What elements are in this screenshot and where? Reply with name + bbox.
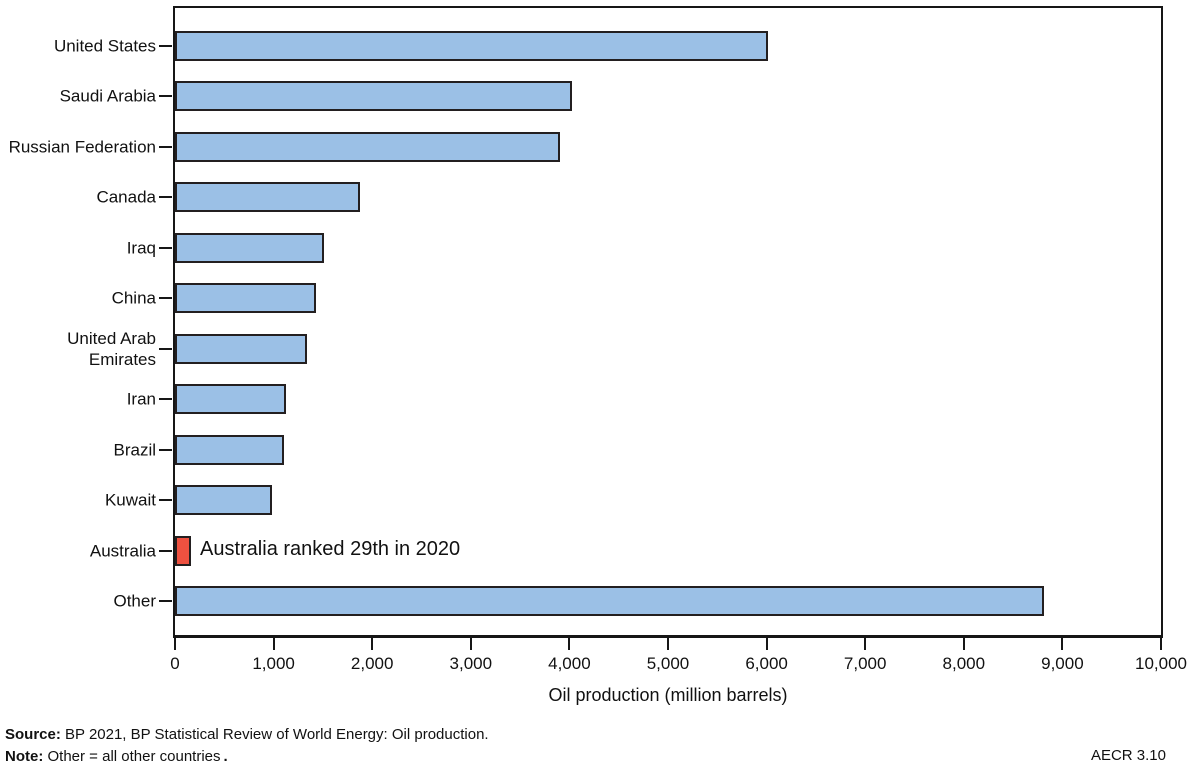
bar-iraq	[175, 232, 324, 263]
bar-china	[175, 283, 316, 314]
x-tick-label: 10,000	[1135, 654, 1187, 673]
x-tick-label: 2,000	[350, 654, 394, 673]
y-label-brazil: Brazil	[113, 440, 156, 460]
x-tick	[1160, 637, 1162, 650]
bar-iran	[175, 384, 286, 415]
x-tick	[174, 637, 176, 650]
x-tick	[371, 637, 374, 650]
bar-united-states	[175, 31, 768, 61]
bar-kuwait	[175, 485, 272, 516]
note-label: Note:	[5, 748, 44, 765]
x-tick-label: 1,000	[252, 654, 295, 673]
y-label-united-arab-emirates: United Arab Emirates	[67, 328, 156, 369]
y-tick	[159, 347, 172, 350]
y-label-saudi-arabia: Saudi Arabia	[59, 86, 156, 106]
x-tick	[1061, 637, 1064, 650]
bar-russian-federation	[175, 131, 560, 162]
source-line: Source: BP 2021, BP Statistical Review o…	[5, 724, 489, 746]
y-tick	[159, 45, 172, 47]
x-tick	[568, 637, 571, 650]
y-tick	[159, 95, 172, 98]
x-tick	[765, 637, 768, 650]
y-label-iraq: Iraq	[126, 238, 156, 258]
x-tick	[667, 637, 669, 650]
bar-australia	[175, 535, 191, 566]
y-label-canada: Canada	[96, 187, 156, 207]
y-tick	[159, 246, 172, 249]
x-tick	[962, 637, 965, 650]
bar-united-arab-emirates	[175, 333, 307, 364]
australia-annotation: Australia ranked 29th in 2020	[200, 538, 461, 560]
x-axis-title: Oil production (million barrels)	[548, 685, 788, 705]
y-label-australia: Australia	[89, 541, 156, 560]
note-text: Other = all other countries	[47, 748, 221, 765]
y-label-china: China	[111, 288, 156, 308]
x-tick	[864, 637, 867, 650]
x-tick-label: 7,000	[843, 654, 887, 673]
y-label-united-states: United States	[53, 36, 156, 56]
bar-saudi-arabia	[175, 81, 572, 112]
plot-area	[173, 6, 1163, 638]
y-tick	[159, 549, 172, 552]
x-tick-label: 4,000	[548, 654, 591, 673]
y-label-other: Other	[113, 591, 156, 611]
y-tick	[159, 196, 172, 199]
x-tick	[469, 637, 472, 650]
bar-brazil	[175, 434, 284, 465]
bar-canada	[175, 182, 360, 213]
y-tick	[159, 297, 172, 300]
source-label: Source:	[5, 726, 61, 743]
figure-code: AECR 3.10	[1090, 747, 1166, 764]
y-tick	[159, 145, 172, 148]
y-label-kuwait: Kuwait	[104, 490, 156, 510]
figure-footer: Source: BP 2021, BP Statistical Review o…	[5, 724, 489, 768]
y-tick	[159, 398, 172, 401]
y-tick	[159, 499, 172, 502]
y-label-iran: Iran	[126, 389, 156, 409]
x-tick-label: 8,000	[942, 654, 986, 673]
x-tick-label: 6,000	[745, 654, 788, 673]
x-tick-label: 3,000	[449, 654, 493, 673]
x-tick	[272, 637, 275, 650]
x-tick-label: 0	[170, 654, 180, 673]
x-tick-label: 5,000	[646, 654, 690, 673]
note-line: Note: Other = all other countries.	[5, 746, 489, 768]
source-text: BP 2021, BP Statistical Review of World …	[65, 726, 489, 743]
note-period: .	[223, 748, 228, 765]
x-tick-label: 9,000	[1041, 654, 1084, 673]
y-label-russian-federation: Russian Federation	[8, 137, 156, 157]
y-tick	[159, 448, 172, 451]
y-tick	[159, 599, 172, 602]
bar-other	[175, 585, 1044, 616]
